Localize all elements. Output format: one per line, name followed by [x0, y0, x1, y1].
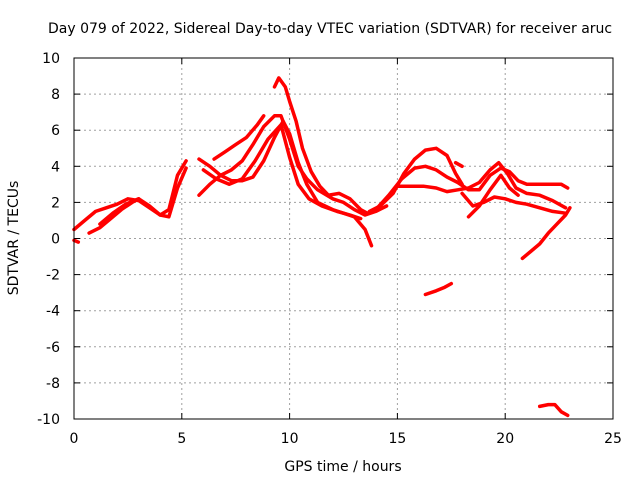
series-track-3 [98, 166, 188, 226]
series-track-7 [212, 114, 266, 161]
grid [74, 58, 613, 419]
series-track-8 [272, 76, 369, 215]
y-tick-label: 2 [51, 195, 60, 211]
y-tick-label: -6 [46, 340, 60, 356]
y-tick-label: 10 [42, 51, 60, 67]
y-tick-label: -8 [46, 376, 60, 392]
x-axis-label: GPS time / hours [284, 459, 401, 475]
y-tick-labels: 10 8 6 4 2 0 -2 -4 -6 -8 -10 [37, 51, 60, 428]
x-tick-label: 10 [281, 431, 299, 447]
y-tick-label: -4 [46, 304, 60, 320]
y-axis-label: SDTVAR / TECUs [6, 181, 22, 296]
series-track-18 [537, 402, 570, 418]
series-track-15 [466, 173, 520, 219]
series-track-12 [395, 160, 568, 210]
y-tick-label: 8 [51, 87, 60, 103]
y-tick-label: 6 [51, 123, 60, 139]
x-tick-labels: 0 5 10 15 20 25 [70, 431, 622, 447]
series-track-16 [520, 206, 572, 261]
series-track-11 [374, 164, 570, 212]
series-track-9 [201, 123, 363, 221]
x-tick-label: 25 [604, 431, 622, 447]
axis-ticks [73, 57, 614, 420]
y-tick-label: -10 [37, 412, 60, 428]
y-tick-label: 4 [51, 159, 60, 175]
series-track-4 [72, 238, 81, 244]
y-tick-label: -2 [46, 268, 60, 284]
y-tick-label: 0 [51, 232, 60, 248]
x-tick-label: 5 [177, 431, 186, 447]
series-track-13 [453, 160, 464, 169]
x-tick-label: 20 [496, 431, 514, 447]
series-track-1 [72, 159, 188, 232]
x-tick-label: 0 [70, 431, 79, 447]
chart-title: Day 079 of 2022, Sidereal Day-to-day VTE… [48, 21, 612, 37]
series-track-17 [423, 281, 454, 297]
series-layer [72, 76, 572, 418]
series-track-14 [460, 191, 568, 215]
x-tick-label: 15 [388, 431, 406, 447]
